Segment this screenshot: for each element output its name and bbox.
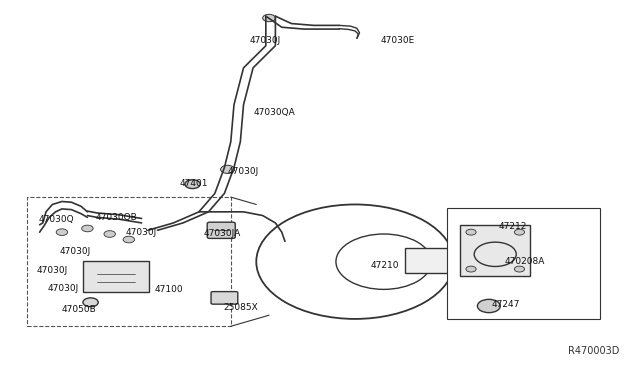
FancyBboxPatch shape [207,222,236,238]
Circle shape [466,229,476,235]
Circle shape [83,298,99,307]
Circle shape [221,165,235,173]
Text: 47030J: 47030J [125,228,157,237]
Circle shape [104,231,115,237]
Text: 47030Q: 47030Q [38,215,74,224]
Text: 47210: 47210 [371,261,399,270]
Circle shape [262,14,275,22]
FancyBboxPatch shape [211,292,238,304]
Text: 25085X: 25085X [223,303,258,312]
Text: 47401: 47401 [180,179,208,187]
Circle shape [123,236,134,243]
Text: 47030J: 47030J [228,167,259,176]
Bar [447,208,600,319]
Text: 47030E: 47030E [381,36,415,45]
Circle shape [515,229,525,235]
Circle shape [82,225,93,232]
Text: 47030J: 47030J [48,284,79,293]
Circle shape [185,180,200,189]
Circle shape [56,229,68,235]
Text: 47247: 47247 [492,300,520,309]
FancyBboxPatch shape [83,261,149,292]
Text: 47030QA: 47030QA [253,108,295,117]
Text: 47030J: 47030J [60,247,92,256]
FancyBboxPatch shape [460,225,531,276]
Text: 47030J: 47030J [250,36,281,45]
FancyBboxPatch shape [405,248,454,273]
Bar [27,197,231,326]
Text: 47030JA: 47030JA [204,230,241,238]
Text: 47050B: 47050B [62,305,97,314]
Text: R470003D: R470003D [568,346,620,356]
Text: 470208A: 470208A [505,257,545,266]
Text: 47030QB: 47030QB [96,213,138,222]
Circle shape [477,299,500,312]
Circle shape [466,266,476,272]
Text: 47030J: 47030J [36,266,68,275]
Text: 47100: 47100 [154,285,183,294]
Text: 47212: 47212 [499,222,527,231]
Circle shape [515,266,525,272]
